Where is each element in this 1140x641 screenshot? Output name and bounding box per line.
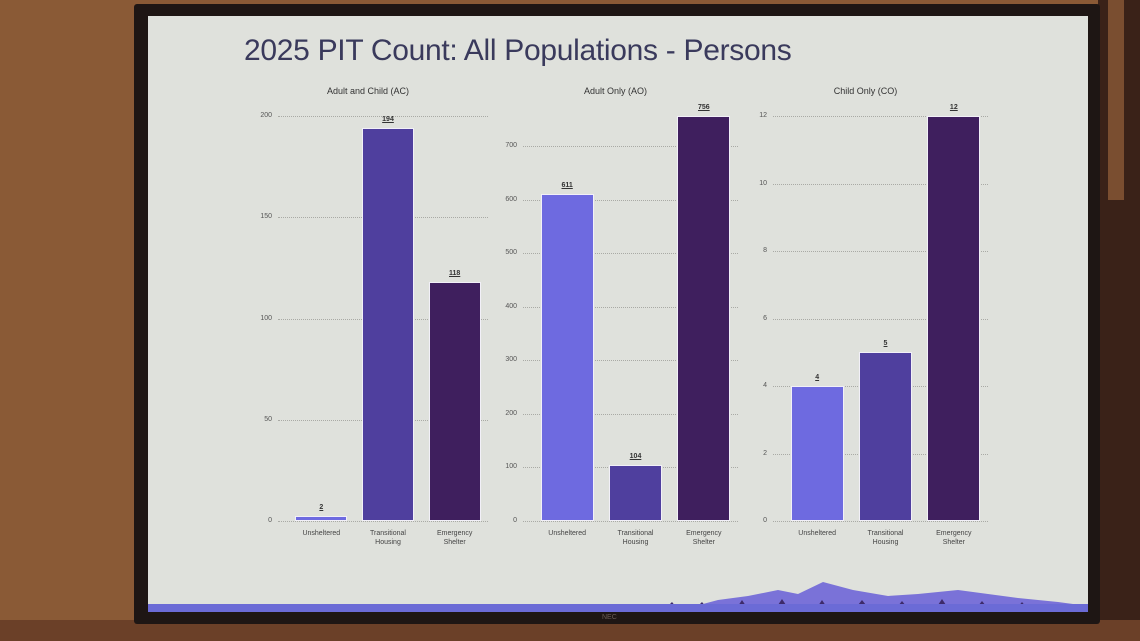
gridline (773, 183, 988, 185)
x-category-label: Unsheltered (548, 530, 587, 537)
bar (858, 352, 913, 521)
bar (927, 116, 981, 521)
bar-value-label: 611 (561, 181, 573, 189)
bar-value-label: 756 (697, 104, 710, 111)
monitor: 2025 PIT Count: All Populations - Person… (134, 4, 1100, 624)
gridline (523, 360, 738, 362)
y-tick-label: 400 (505, 302, 517, 310)
gridline (773, 521, 988, 522)
gridline (523, 199, 738, 201)
gridline (278, 521, 488, 522)
x-category-label: Transitional Housing (867, 530, 904, 546)
slide-screen: 2025 PIT Count: All Populations - Person… (148, 16, 1088, 612)
y-tick-label: 0 (513, 517, 517, 524)
gridline (523, 521, 738, 522)
x-category-label: Transitional Housing (370, 530, 406, 546)
bar (540, 193, 594, 521)
x-category-label: Emergency Shelter (436, 530, 473, 546)
plot-area: 0 2 4 6 8 10 12 4 Unsheltered 5 Transitional Housi… (759, 104, 988, 546)
wall-strip (1108, 0, 1124, 200)
y-tick-label: 200 (505, 409, 517, 417)
y-tick-label: 500 (505, 249, 517, 257)
x-category-label: Emergency Shelter (686, 530, 722, 546)
chart-title: Child Only (CO) (833, 86, 898, 96)
y-tick-label: 200 (260, 112, 272, 119)
y-tick-label: 100 (505, 463, 517, 471)
chart-title: Adult Only (AO) (583, 86, 648, 96)
chart-panel: Adult and Child (AC) 0 50 100 150 200 2 Unshelt… (248, 86, 488, 556)
x-category-label: Unsheltered (798, 530, 837, 537)
y-tick-label: 12 (759, 112, 767, 119)
gridline (523, 306, 738, 308)
x-category-label: Transitional Housing (617, 530, 654, 546)
bar-value-label: 5 (883, 340, 888, 348)
y-tick-label: 4 (763, 382, 767, 389)
bar (362, 128, 414, 521)
y-tick-label: 2 (763, 449, 767, 457)
y-tick-label: 6 (763, 314, 767, 322)
y-tick-label: 300 (505, 356, 517, 364)
gridline (523, 413, 738, 415)
y-tick-label: 0 (268, 517, 272, 524)
wall-right (1098, 0, 1140, 641)
bar-value-label: 2 (319, 504, 324, 511)
gridline (523, 146, 738, 147)
y-tick-label: 700 (505, 142, 517, 149)
bar-value-label: 4 (815, 374, 820, 381)
bar (790, 386, 844, 521)
bar (677, 116, 731, 521)
gridline (278, 116, 488, 117)
gridline (523, 253, 738, 255)
bar-value-label: 104 (629, 453, 642, 461)
floor (0, 620, 1140, 641)
y-tick-label: 600 (505, 195, 517, 203)
y-tick-label: 50 (264, 415, 272, 423)
bar (608, 465, 663, 521)
footer-band (148, 604, 1088, 612)
chart-title: Adult and Child (AC) (326, 86, 410, 96)
y-tick-label: 8 (763, 247, 767, 254)
monitor-brand: NEC (602, 614, 617, 621)
plot-area: 0 50 100 150 200 2 Unsheltered 194 Transitional … (260, 112, 488, 546)
x-category-label: Unsheltered (302, 530, 341, 537)
bar (428, 282, 481, 521)
y-tick-label: 0 (763, 517, 767, 524)
gridline (773, 251, 988, 252)
chart-panel: Child Only (CO) 0 2 4 6 8 10 12 4 Unsheltered 5 Tra… (743, 86, 988, 556)
bar (295, 516, 348, 521)
x-category-label: Emergency Shelter (936, 530, 972, 546)
y-tick-label: 10 (759, 179, 767, 187)
gridline (773, 116, 988, 117)
bar-value-label: 12 (949, 104, 958, 111)
y-tick-label: 150 (260, 213, 272, 221)
y-tick-label: 100 (260, 314, 272, 322)
chart-panel: Adult Only (AO) 0 100 200 300 400 500 600 700 611… (493, 86, 738, 556)
plot-area: 0 100 200 300 400 500 600 700 611 Unsheltered 104 T… (505, 104, 738, 546)
bar-value-label: 118 (449, 270, 461, 278)
slide-title: 2025 PIT Count: All Populations - Person… (244, 34, 792, 67)
bar-value-label: 194 (382, 116, 394, 124)
gridline (773, 318, 988, 320)
